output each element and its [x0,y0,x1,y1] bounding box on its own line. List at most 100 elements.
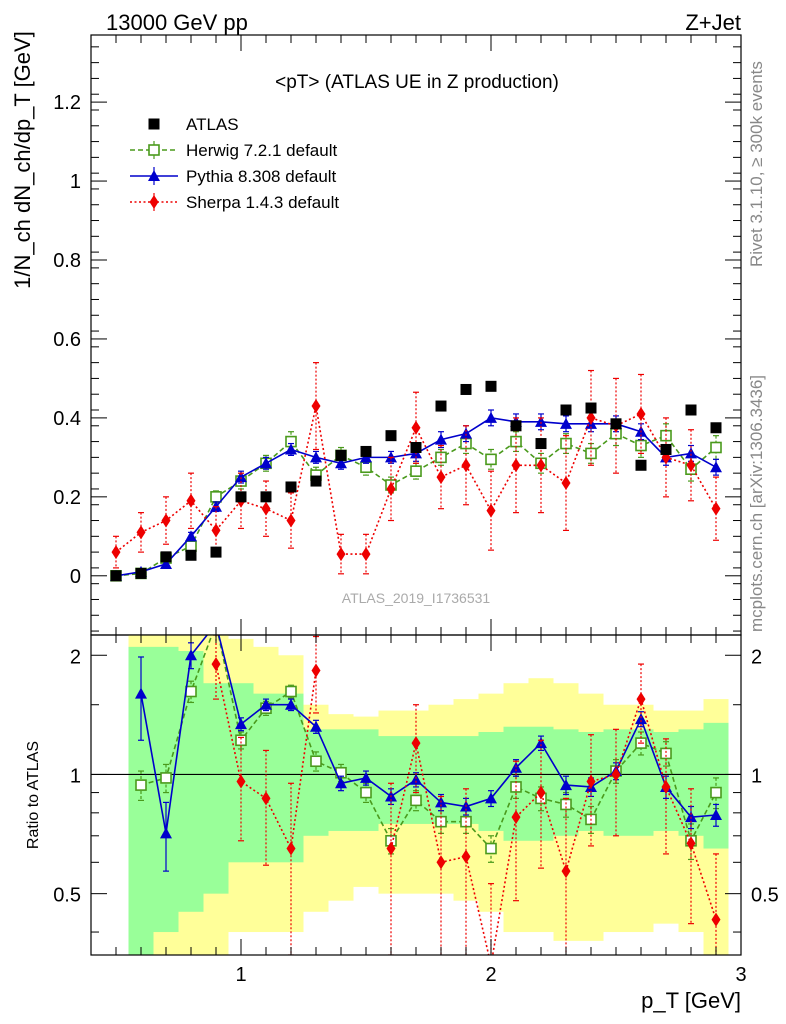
x-tick-label: 2 [485,964,496,986]
data-point-sherpa [336,547,346,562]
data-point-pythia [460,427,472,439]
data-point-sherpa [361,547,371,562]
data-point-sherpa [711,501,721,516]
data-point-herwig [585,447,597,460]
ratio-point-herwig [410,794,422,807]
ratio-point-pythia [185,649,197,661]
data-point-sherpa [511,458,521,473]
ratio-point-sherpa [536,785,546,800]
ratio-point-sherpa [611,767,621,782]
data-point-herwig [710,441,722,454]
data-point-sherpa [411,420,421,435]
series-pythia [110,409,722,581]
data-point-atlas [385,430,397,442]
data-point-atlas [660,443,672,455]
ratio-point-sherpa [286,841,296,856]
ratio-point-sherpa [236,774,246,789]
data-point-atlas [535,438,547,450]
ratio-y-tick-label: 2 [70,646,81,668]
y-tick-label: 0.2 [53,487,81,509]
data-point-sherpa [261,501,271,516]
ratio-point-sherpa [411,736,421,751]
main-plot-title: <pT> (ATLAS UE in Z production) [275,72,559,93]
legend-item-pythia: Pythia 8.308 default [130,167,337,186]
ratio-point-pythia [560,779,572,791]
ratio-point-pythia [360,771,372,783]
ratio-point-pythia [135,687,147,699]
ratio-point-pythia [160,827,172,839]
ratio-point-pythia [485,792,497,804]
data-point-atlas [410,442,422,453]
data-point-sherpa [161,513,171,528]
ratio-plot-ticks: 0.5 0.5 1 1 2 2 1 2 3 [53,635,779,986]
ratio-point-herwig [660,747,672,760]
y-tick-label: 0.6 [53,329,81,351]
data-point-pythia [560,417,572,429]
ratio-point-sherpa [636,692,646,707]
ratio-y-axis-label: Ratio to ATLAS [25,741,42,849]
legend-label-atlas: ATLAS [186,115,239,134]
legend-marker-pythia [148,170,160,181]
data-point-sherpa [461,458,471,473]
legend-marker-atlas [148,118,160,130]
ratio-y-tick-label-right: 2 [751,646,762,668]
data-point-sherpa [136,525,146,540]
ratio-point-sherpa [711,912,721,927]
data-point-pythia [260,457,272,469]
data-point-atlas [685,404,697,416]
data-point-atlas [510,420,522,432]
y-tick-label: 1 [70,171,81,193]
ratio-point-herwig [160,772,172,784]
data-point-atlas [260,491,272,503]
mcplots-label: mcplots.cern.ch [arXiv:1306.3436] [747,375,766,632]
data-point-pythia [485,411,497,423]
ratio-point-sherpa [386,841,396,856]
legend: ATLAS Herwig 7.2.1 default Pythia 8.308 de… [130,115,339,212]
data-point-pythia [710,461,722,473]
x-axis-label: p_T [GeV] [641,988,741,1013]
data-point-pythia [310,451,322,463]
data-point-atlas [485,380,497,392]
data-point-pythia [685,447,697,459]
ratio-point-sherpa [311,663,321,678]
y-tick-label: 0.4 [53,408,81,430]
data-point-sherpa [186,493,196,508]
ratio-point-pythia [635,713,647,725]
ratio-point-sherpa [436,855,446,870]
uncertainty-band-green [228,683,254,863]
data-point-atlas [160,551,172,563]
data-point-atlas [560,404,572,416]
ratio-point-sherpa [686,836,696,851]
process-label: Z+Jet [685,10,741,35]
main-plot-panel: 0 0.2 0.4 0.6 0.8 1 1.2 <pT> (ATLAS UE in Z pr… [10,31,742,636]
ratio-point-sherpa [661,779,671,794]
data-point-sherpa [211,523,221,538]
ratio-point-herwig [285,685,297,698]
data-point-sherpa [586,410,596,425]
energy-label: 13000 GeV pp [106,10,248,35]
ratio-point-herwig [360,786,372,799]
data-point-pythia [185,530,197,542]
data-point-sherpa [286,513,296,528]
x-tick-label: 3 [735,964,746,986]
ratio-point-pythia [410,773,422,785]
ratio-point-pythia [285,698,297,710]
legend-label-pythia: Pythia 8.308 default [186,167,337,186]
legend-marker-sherpa [149,195,159,209]
data-point-sherpa [311,399,321,414]
ratio-plot-panel: 0.5 0.5 1 1 2 2 1 2 3 Ratio to ATLAS p_T [GeV] [25,634,779,1013]
ratio-point-sherpa [511,810,521,825]
ratio-point-herwig [710,786,722,799]
series-atlas [110,380,722,582]
main-plot-ticks: 0 0.2 0.4 0.6 0.8 1 1.2 [53,35,742,635]
uncertainty-band-green [203,683,229,894]
ratio-point-pythia [535,737,547,749]
ratio-point-herwig [310,755,322,768]
data-point-atlas [585,402,597,414]
ratio-point-herwig [185,685,197,698]
x-tick-label: 1 [235,964,246,986]
data-point-herwig [410,465,422,477]
legend-item-atlas: ATLAS [148,115,239,134]
ratio-line-sherpa [390,696,717,955]
